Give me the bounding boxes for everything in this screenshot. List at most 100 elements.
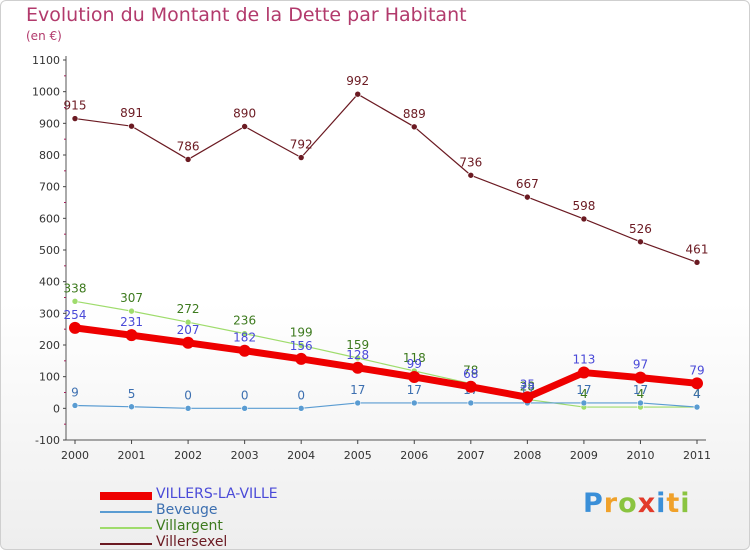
data-point-beveuge: [71, 402, 79, 409]
y-tick-label: 0: [53, 402, 60, 415]
data-point-villersexel: [637, 238, 644, 246]
y-tick-label: 500: [39, 244, 60, 257]
data-label-beveuge: 17: [407, 383, 422, 397]
data-point-villersexel: [467, 171, 475, 179]
y-tick-label: 1000: [32, 86, 60, 99]
data-label-villers-la-ville: 35: [520, 377, 535, 391]
data-label-villers-la-ville: 128: [346, 348, 369, 362]
series-line-villers-la-ville: [71, 324, 701, 401]
legend-label: Beveuge: [156, 502, 218, 518]
y-tick-label: 700: [39, 181, 60, 194]
data-point-beveuge: [693, 403, 701, 411]
x-tick-label: 2010: [626, 449, 654, 462]
legend-label: Villersexel: [156, 534, 228, 550]
data-point-villers-la-ville: [125, 329, 138, 342]
data-label-villargent: 236: [233, 314, 256, 328]
series-line-villargent: [74, 300, 698, 408]
data-label-villargent: 159: [346, 338, 369, 352]
legend-swatch: [100, 527, 152, 529]
logo-letter: o: [618, 488, 638, 519]
y-tick-label: 200: [39, 339, 60, 352]
data-point-villersexel: [524, 193, 531, 201]
logo-letter: r: [603, 488, 619, 519]
data-label-villers-la-ville: 207: [177, 323, 200, 337]
data-point-villersexel: [71, 115, 79, 122]
x-tick-label: 2001: [118, 449, 146, 462]
chart-unit: (en €): [26, 29, 62, 43]
x-tick-label: 2007: [457, 449, 485, 462]
data-label-villersexel: 598: [572, 199, 595, 213]
data-point-villargent: [128, 307, 135, 315]
data-label-villers-la-ville: 182: [233, 331, 256, 345]
data-label-villersexel: 890: [233, 107, 256, 121]
y-tick-label: 300: [39, 307, 60, 320]
data-point-beveuge: [128, 403, 135, 411]
data-point-beveuge: [467, 399, 475, 407]
data-point-villersexel: [580, 215, 588, 223]
data-point-villers-la-ville: [408, 370, 421, 383]
y-tick-label: -100: [35, 434, 60, 447]
data-point-villersexel: [693, 259, 701, 266]
data-label-villers-la-ville: 97: [633, 358, 648, 372]
data-point-beveuge: [410, 399, 418, 407]
x-tick-label: 2005: [344, 449, 372, 462]
data-label-villargent: 272: [177, 302, 200, 316]
data-label-villargent: 78: [463, 364, 478, 378]
data-label-villersexel: 915: [64, 99, 87, 113]
logo-letter: i: [656, 488, 667, 519]
data-point-villers-la-ville: [182, 336, 195, 349]
proxiti-logo: Proxiti: [583, 488, 691, 519]
data-point-villargent: [354, 354, 362, 362]
data-point-villersexel: [128, 122, 135, 130]
data-label-beveuge: 5: [128, 387, 136, 401]
data-label-villargent: 199: [290, 325, 313, 339]
y-tick-label: 800: [39, 149, 60, 162]
data-point-villargent: [297, 342, 305, 349]
data-label-villersexel: 526: [629, 222, 652, 236]
x-tick-label: 2006: [400, 449, 428, 462]
x-tick-label: 2003: [231, 449, 259, 462]
data-label-villers-la-ville: 99: [407, 357, 422, 371]
data-point-villersexel: [184, 156, 192, 163]
data-label-beveuge: 0: [184, 388, 192, 402]
data-point-villersexel: [297, 154, 305, 161]
data-point-villers-la-ville: [238, 344, 251, 357]
x-tick-label: 2000: [61, 449, 89, 462]
data-label-villersexel: 667: [516, 177, 539, 191]
data-label-villers-la-ville: 113: [572, 353, 595, 367]
legend-label: Villargent: [156, 518, 223, 534]
series-line-beveuge: [74, 402, 698, 409]
data-label-beveuge: 17: [576, 383, 591, 397]
legend-swatch: [100, 543, 152, 545]
data-label-beveuge: 4: [693, 387, 701, 401]
data-point-villersexel: [241, 123, 248, 130]
data-point-villers-la-ville: [295, 352, 308, 365]
data-label-villersexel: 461: [686, 242, 709, 256]
data-label-villers-la-ville: 254: [64, 308, 87, 322]
logo-letter: x: [637, 488, 657, 519]
data-label-beveuge: 17: [350, 383, 365, 397]
logo-letter: P: [583, 488, 604, 519]
data-point-villersexel: [354, 90, 362, 98]
data-point-beveuge: [354, 399, 362, 407]
data-label-villersexel: 889: [403, 107, 426, 121]
data-label-villargent: 307: [120, 291, 143, 305]
data-point-villers-la-ville: [464, 380, 477, 393]
data-point-villers-la-ville: [691, 377, 703, 390]
y-tick-label: 400: [39, 276, 60, 289]
y-tick-label: 100: [39, 371, 60, 384]
chart-title: Evolution du Montant de la Dette par Hab…: [26, 4, 467, 26]
data-label-villersexel: 891: [120, 106, 143, 120]
logo-letter: i: [680, 488, 691, 519]
x-tick-label: 2009: [570, 449, 598, 462]
data-point-villersexel: [410, 123, 418, 131]
data-label-villargent: 4: [580, 387, 588, 401]
data-label-villersexel: 786: [177, 139, 200, 153]
data-label-villargent: 4: [693, 387, 701, 401]
data-point-villers-la-ville: [69, 321, 81, 334]
data-point-beveuge: [184, 405, 192, 412]
data-point-beveuge: [297, 405, 305, 412]
data-label-villersexel: 736: [459, 155, 482, 169]
